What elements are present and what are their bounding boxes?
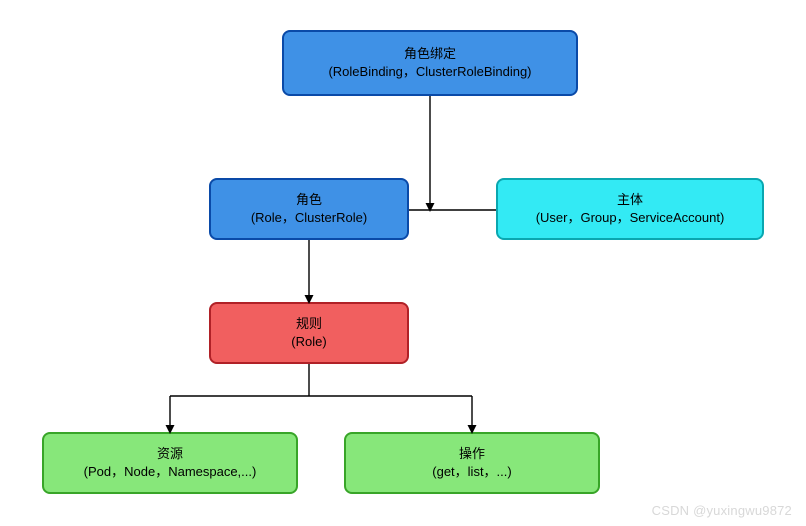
node-rule: 规则 (Role) [209,302,409,364]
node-subtitle: (Role，ClusterRole) [251,209,367,227]
node-title: 规则 [296,315,322,333]
node-subject: 主体 (User，Group，ServiceAccount) [496,178,764,240]
node-subtitle: (User，Group，ServiceAccount) [536,209,725,227]
watermark-text: CSDN @yuxingwu9872 [652,503,792,518]
node-subtitle: (Role) [291,333,326,351]
node-title: 主体 [617,191,643,209]
node-subtitle: (RoleBinding，ClusterRoleBinding) [328,63,531,81]
node-title: 角色 [296,191,322,209]
node-role: 角色 (Role，ClusterRole) [209,178,409,240]
node-role-binding: 角色绑定 (RoleBinding，ClusterRoleBinding) [282,30,578,96]
node-title: 角色绑定 [404,45,456,63]
node-subtitle: (get，list，...) [432,463,511,481]
node-resource: 资源 (Pod，Node，Namespace,...) [42,432,298,494]
node-subtitle: (Pod，Node，Namespace,...) [84,463,257,481]
node-title: 资源 [157,445,183,463]
node-title: 操作 [459,445,485,463]
node-action: 操作 (get，list，...) [344,432,600,494]
